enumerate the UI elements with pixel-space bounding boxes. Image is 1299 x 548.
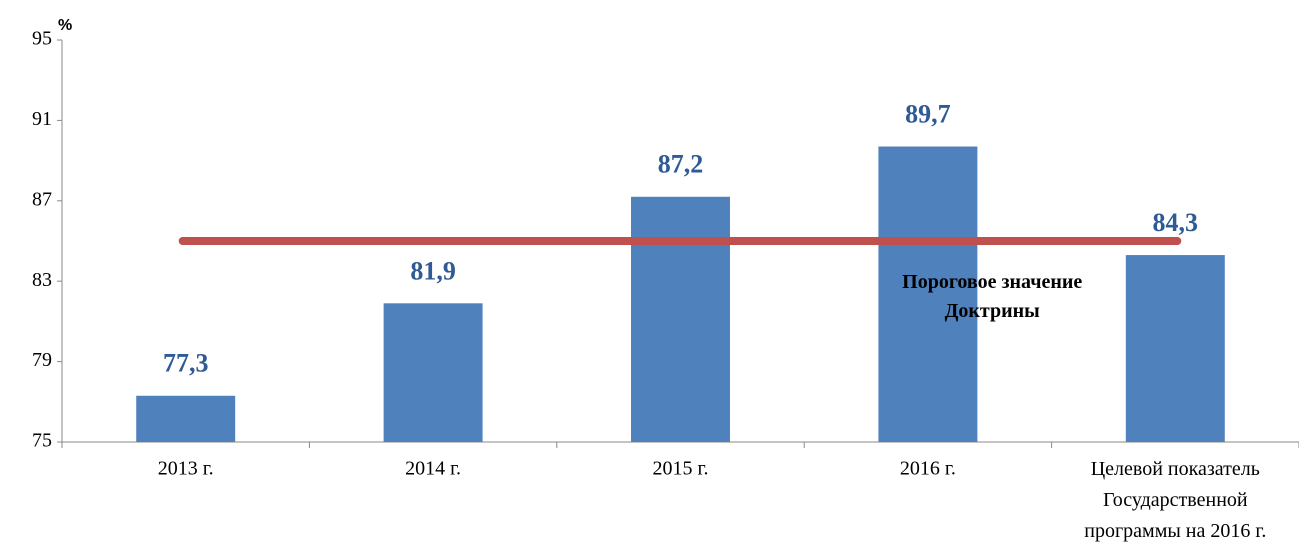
x-tick-label: 2016 г. [900, 458, 956, 480]
bar [136, 395, 236, 442]
bar [631, 196, 730, 442]
y-tick-label: 83 [32, 269, 52, 291]
y-tick-label: 79 [32, 349, 52, 371]
x-tick-label: 2015 г. [653, 458, 709, 480]
bar [878, 146, 978, 442]
data-label: 89,7 [905, 99, 951, 128]
y-tick-label: 87 [32, 188, 52, 210]
data-label: 87,2 [658, 150, 704, 179]
data-label: 84,3 [1153, 208, 1199, 237]
x-tick-label: Целевой показатель Государственной програм… [1084, 458, 1266, 542]
y-axis-label: % [58, 17, 72, 34]
threshold-label: Пороговое значение Доктрины [902, 271, 1082, 322]
x-tick-label: 2014 г. [405, 458, 461, 480]
bar [1125, 255, 1225, 442]
bar [383, 303, 483, 442]
y-tick-label: 75 [32, 430, 52, 452]
y-tick-label: 91 [32, 108, 52, 130]
data-label: 81,9 [410, 256, 456, 285]
x-tick-label: 2013 г. [158, 458, 214, 480]
y-tick-label: 95 [32, 28, 52, 50]
data-label: 77,3 [163, 349, 209, 378]
